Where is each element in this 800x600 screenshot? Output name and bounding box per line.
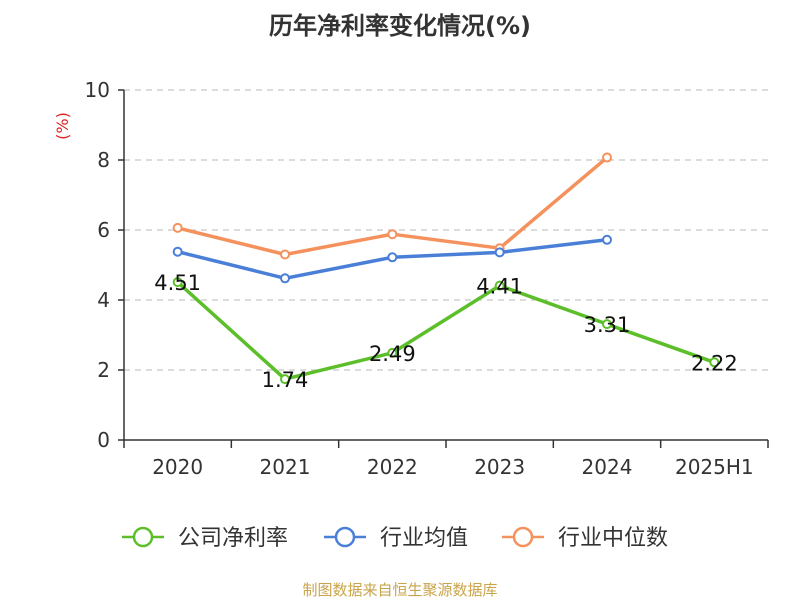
data-label: 4.41 — [476, 275, 523, 299]
grid-layer — [124, 89, 768, 371]
data-label: 3.31 — [584, 313, 631, 337]
data-label: 2.49 — [369, 342, 416, 366]
x-tick-label: 2023 — [474, 455, 525, 479]
series-line — [176, 280, 715, 381]
legend-label: 行业中位数 — [558, 526, 668, 551]
legend-marker — [132, 526, 154, 548]
data-point — [602, 234, 612, 245]
data-point — [387, 252, 398, 263]
data-label: 1.74 — [262, 368, 309, 392]
data-point — [280, 374, 290, 385]
axes-layer: 0 2 4 6 8 10 2020 2021 2022 2023 2024 2025H1 — [85, 78, 769, 479]
data-label: 2.22 — [691, 351, 738, 375]
data-point — [172, 246, 183, 257]
labels-layer: 4.51 1.74 2.49 4.41 3.31 2.22 — [154, 271, 737, 392]
x-tick-label: 2021 — [260, 455, 311, 479]
data-point — [709, 357, 720, 368]
y-tick-label: 4 — [97, 288, 110, 312]
legend-marker — [334, 526, 356, 548]
y-axis-unit-label: (%) — [53, 112, 72, 140]
series-layer — [172, 152, 720, 385]
data-point — [602, 319, 612, 330]
y-tick-label: 10 — [85, 78, 110, 102]
legend-label: 公司净利率 — [178, 526, 288, 551]
x-tick-label: 2024 — [582, 455, 633, 479]
data-point — [280, 273, 290, 284]
data-point — [172, 277, 183, 288]
legend-marker — [512, 526, 534, 548]
legend-label: 行业均值 — [380, 526, 468, 551]
series-line — [177, 156, 609, 257]
data-point — [602, 152, 612, 163]
data-point — [172, 222, 183, 233]
y-tick-label: 0 — [97, 428, 110, 452]
data-point — [387, 229, 398, 240]
chart-title: 历年净利率变化情况(%) — [269, 12, 531, 40]
legend: 公司净利率 行业均值 行业中位数 — [122, 526, 668, 551]
data-point — [494, 247, 505, 258]
y-tick-label: 6 — [97, 218, 110, 242]
data-point — [387, 347, 398, 358]
data-point — [494, 280, 505, 291]
data-label: 4.51 — [154, 271, 201, 295]
x-tick-label: 2020 — [152, 455, 203, 479]
x-tick-label: 2022 — [367, 455, 418, 479]
x-tick-label: 2025H1 — [675, 455, 754, 479]
y-tick-label: 8 — [97, 148, 110, 172]
source-note: 制图数据来自恒生聚源数据库 — [302, 581, 498, 599]
data-point — [280, 249, 290, 260]
y-tick-label: 2 — [97, 358, 110, 382]
